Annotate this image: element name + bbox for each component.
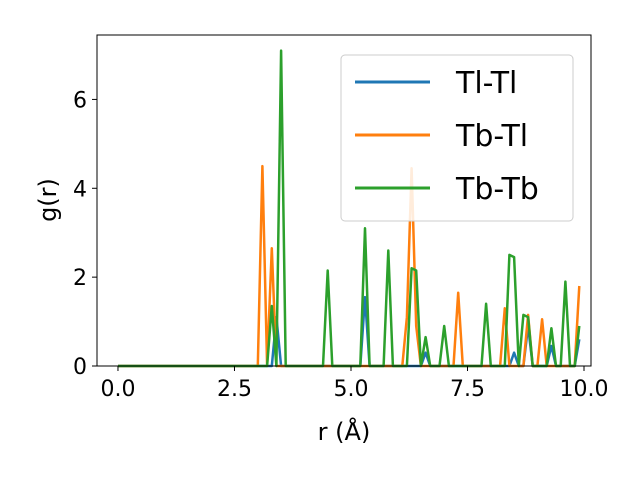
y-tick-label: 0 bbox=[73, 355, 87, 380]
legend: Tl-Tl Tb-Tl Tb-Tb bbox=[340, 54, 574, 222]
legend-label-tb-tl: Tb-Tl bbox=[455, 119, 528, 154]
legend-label-tl-tl: Tl-Tl bbox=[455, 66, 517, 101]
legend-label-tb-tb: Tb-Tb bbox=[455, 172, 539, 207]
y-tick-label: 6 bbox=[73, 88, 87, 113]
y-tick-label: 2 bbox=[73, 266, 87, 291]
y-axis: 0 2 4 6 bbox=[73, 88, 97, 380]
x-tick-label: 0.0 bbox=[100, 377, 135, 402]
legend-box bbox=[340, 54, 574, 222]
y-tick-label: 4 bbox=[73, 177, 87, 202]
x-tick-label: 2.5 bbox=[217, 377, 252, 402]
plot-frame bbox=[96, 34, 592, 367]
x-axis: 0.0 2.5 5.0 7.5 10.0 bbox=[100, 366, 609, 402]
x-tick-label: 5.0 bbox=[333, 377, 368, 402]
y-axis-label: g(r) bbox=[34, 178, 62, 222]
x-tick-label: 7.5 bbox=[450, 377, 485, 402]
x-tick-label: 10.0 bbox=[560, 377, 609, 402]
x-axis-label: r (Å) bbox=[318, 417, 371, 446]
